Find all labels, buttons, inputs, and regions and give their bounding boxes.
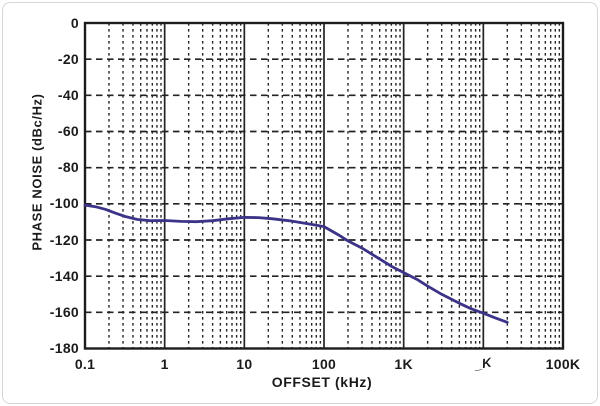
x-tick-label: 1: [160, 356, 169, 372]
x-tick-label: 10: [236, 356, 253, 372]
y-tick-label: -120: [49, 231, 79, 248]
x-axis-title: OFFSET (kHz): [271, 374, 373, 390]
y-tick-label: -100: [49, 195, 79, 212]
x-tick-label: 100: [311, 356, 337, 372]
y-tick-label: 0: [70, 14, 79, 31]
x-tick-label: 0.1: [74, 356, 96, 372]
phase-noise-curve: [83, 203, 509, 324]
x-tick-label: 100K: [545, 356, 581, 372]
y-tick-label: -80: [57, 159, 79, 176]
y-tick-label: -20: [57, 50, 79, 67]
y-tick-label: -180: [49, 340, 79, 356]
y-tick-label: -140: [49, 267, 79, 284]
plot-border: [83, 21, 565, 350]
y-tick-label: -60: [57, 123, 79, 139]
y-tick-label: -160: [49, 303, 79, 320]
x-tick-label: 1K: [394, 356, 413, 372]
y-tick-label: -40: [57, 86, 79, 103]
